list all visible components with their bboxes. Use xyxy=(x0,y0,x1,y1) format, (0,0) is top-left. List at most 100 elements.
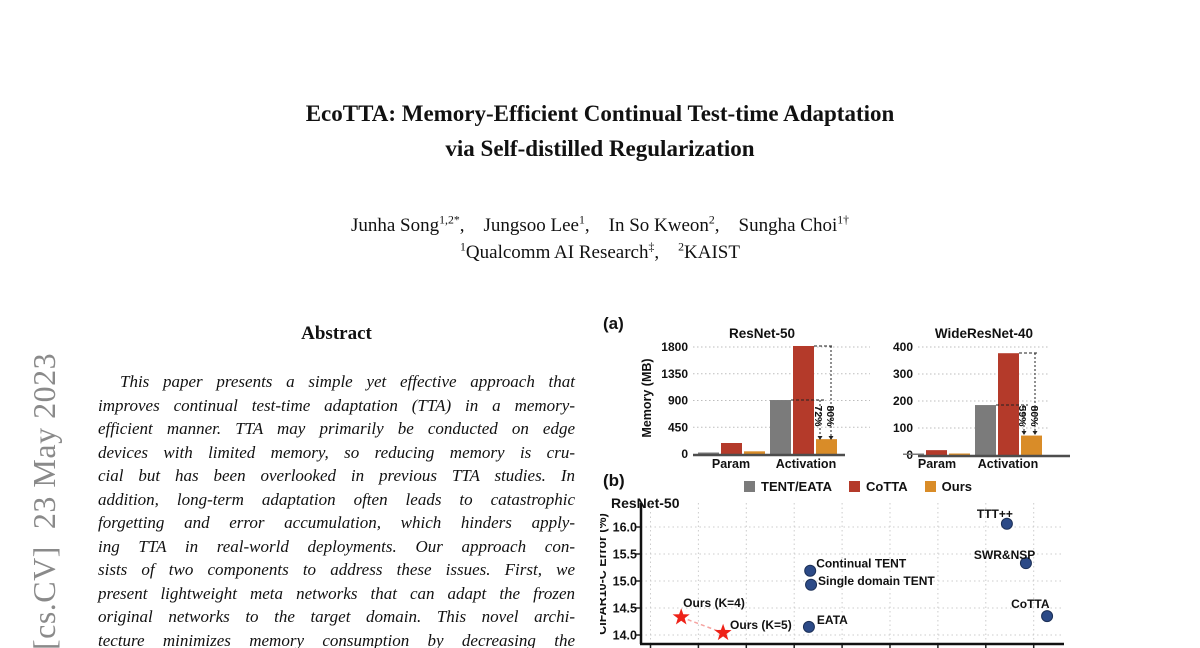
bar-resnet-50-tenteata-activation xyxy=(770,400,791,454)
affiliation-line: 1Qualcomm AI Research‡, 2KAIST xyxy=(0,240,1200,264)
author-name: Jungsoo Lee xyxy=(483,215,579,236)
author-affil-marker: 1† xyxy=(837,213,850,227)
legend-item: Ours xyxy=(924,479,972,494)
author-affil-marker: 1,2* xyxy=(439,213,460,227)
bar-ytick-label: 0 xyxy=(681,447,688,461)
bar-wideresnet-40-ours-activation xyxy=(1021,435,1042,455)
scatter-point-label-swr-nsp: SWR&NSP xyxy=(974,548,1035,562)
legend-label: TENT/EATA xyxy=(761,479,833,494)
scatter-chart-header: ResNet-50 xyxy=(611,495,680,511)
bar-category-label: Param xyxy=(918,457,956,471)
scatter-ytick-label: 14.5 xyxy=(613,602,637,616)
scatter-point-label-continual-tent: Continual TENT xyxy=(816,557,907,571)
bar-chart-title: WideResNet-40 xyxy=(935,326,1033,341)
paper-title: EcoTTA: Memory-Efficient Continual Test-… xyxy=(0,96,1200,166)
paper-title-line1: EcoTTA: Memory-Efficient Continual Test-… xyxy=(305,101,895,126)
bar-ytick-label: 200 xyxy=(893,394,913,408)
scatter-ytick-label: 14.0 xyxy=(613,629,637,643)
bar-category-label: Activation xyxy=(776,457,836,471)
bar-ytick-label: 450 xyxy=(668,420,688,434)
affiliation-text: , xyxy=(654,242,679,263)
bar-ytick-label: 400 xyxy=(893,340,913,354)
abstract-line: This paper presents a simple yet effecti… xyxy=(120,372,575,391)
scatter-point-label-single-domain-tent: Single domain TENT xyxy=(818,574,935,588)
author-separator: , xyxy=(714,215,739,236)
author-affil-marker: 2 xyxy=(708,213,715,227)
reduction-arrowhead xyxy=(1032,431,1038,435)
abstract-line: devices with limited memory, so reducing… xyxy=(98,442,575,462)
legend-swatch xyxy=(849,481,861,492)
bar-resnet-50-ours-activation xyxy=(816,439,837,454)
reduction-arrowhead xyxy=(1021,431,1027,435)
abstract-heading: Abstract xyxy=(301,323,372,344)
figure-legend: TENT/EATA CoTTA Ours xyxy=(744,479,972,494)
bar-wideresnet-40-cotta-activation xyxy=(998,353,1019,455)
scatter-point-continual-tent xyxy=(804,564,817,577)
affiliation-marker: 1 xyxy=(460,240,466,254)
bar-wideresnet-40-tenteata-param xyxy=(903,453,924,455)
reduction-arrowhead xyxy=(817,436,823,440)
scatter-ylabel: CIFAR10-C Error (%) xyxy=(600,513,609,635)
affiliation-text: Qualcomm AI Research xyxy=(465,242,649,263)
bar-category-label: Activation xyxy=(978,457,1038,471)
bar-chart-title: ResNet-50 xyxy=(729,326,795,341)
abstract-line: addition, long-term adaptation often lea… xyxy=(98,489,575,509)
bar-resnet-50-ours-param xyxy=(744,451,765,454)
reduction-perc-label: 80% xyxy=(824,405,836,427)
legend-swatch xyxy=(924,481,936,492)
scatter-star-ours-k-4- xyxy=(672,608,690,625)
abstract-line: sists of two components to address these… xyxy=(98,560,575,579)
bar-ylabel: Memory (MB) xyxy=(640,358,654,437)
author-separator: , xyxy=(459,215,484,236)
bar-ytick-label: 900 xyxy=(668,394,688,408)
abstract-body: This paper presents a simple yet effecti… xyxy=(98,370,575,648)
author-name: Junha Song xyxy=(350,215,440,236)
bar-wideresnet-40-cotta-param xyxy=(926,450,947,455)
abstract-line: improves continual test-time adaptation … xyxy=(98,395,575,415)
abstract-line: present lightweight meta networks that c… xyxy=(98,583,575,603)
affiliation-text: KAIST xyxy=(684,242,740,263)
abstract-line: cial but has been overlooked in previous… xyxy=(98,466,575,485)
author-separator: , xyxy=(584,215,609,236)
author-name: Sungha Choi xyxy=(738,215,838,236)
figure-panel-b-label: (b) xyxy=(603,471,625,490)
abstract-line: ing TTA in real-world deployments. Our a… xyxy=(98,536,575,556)
reduction-perc-label: 80% xyxy=(1028,405,1040,427)
scatter-star-ours-k-5- xyxy=(714,623,732,641)
figure-panel-a-label: (a) xyxy=(603,314,624,333)
paper-title-line2: via Self-distilled Regularization xyxy=(445,136,755,161)
legend-label: CoTTA xyxy=(866,479,908,494)
bar-wideresnet-40-ours-param xyxy=(949,453,970,455)
bar-ytick-label: 1350 xyxy=(661,367,688,381)
legend-item: CoTTA xyxy=(849,479,908,494)
bar-category-label: Param xyxy=(712,457,750,471)
scatter-ytick-label: 16.0 xyxy=(613,521,637,535)
arxiv-sidebar-label: [cs.CV] 23 May 2023 xyxy=(26,352,62,648)
legend-label: Ours xyxy=(941,479,972,494)
bar-resnet-50-cotta-param xyxy=(721,443,742,454)
bar-ytick-label: 100 xyxy=(893,421,913,435)
abstract-line: tecture minimizes memory consumption by … xyxy=(98,630,575,648)
bar-ytick-label: 300 xyxy=(893,367,913,381)
affiliation-marker: ‡ xyxy=(648,240,655,254)
reduction-arrowhead xyxy=(828,436,834,440)
reduction-perc-label: 72% xyxy=(812,405,824,427)
bar-resnet-50-tenteata-param xyxy=(698,452,719,454)
abstract-line: forgetting and error accumulation, which… xyxy=(98,513,575,532)
scatter-point-label-cotta: CoTTA xyxy=(1011,597,1050,611)
abstract-line: original networks to the target domain. … xyxy=(98,607,575,626)
scatter-ytick-label: 15.0 xyxy=(613,575,637,589)
scatter-point-eata xyxy=(802,620,815,633)
figure-charts: 0 450 900 1350 1800 ResNet-50 Memory (MB) Param… xyxy=(600,326,1070,648)
scatter-point-label-ttt-: TTT++ xyxy=(977,507,1013,521)
scatter-point-swr-nsp xyxy=(1019,557,1032,570)
abstract-line: efficient manner. TTA may primarily be c… xyxy=(98,419,575,438)
scatter-point-label-ours-k-4-: Ours (K=4) xyxy=(683,596,745,610)
scatter-point-ttt- xyxy=(1000,517,1013,530)
affiliation-marker: 2 xyxy=(678,240,685,254)
bar-ytick-label: 1800 xyxy=(661,340,688,354)
scatter-point-label-eata: EATA xyxy=(817,613,848,627)
scatter-point-label-ours-k-5-: Ours (K=5) xyxy=(730,618,792,632)
legend-swatch xyxy=(744,481,755,492)
